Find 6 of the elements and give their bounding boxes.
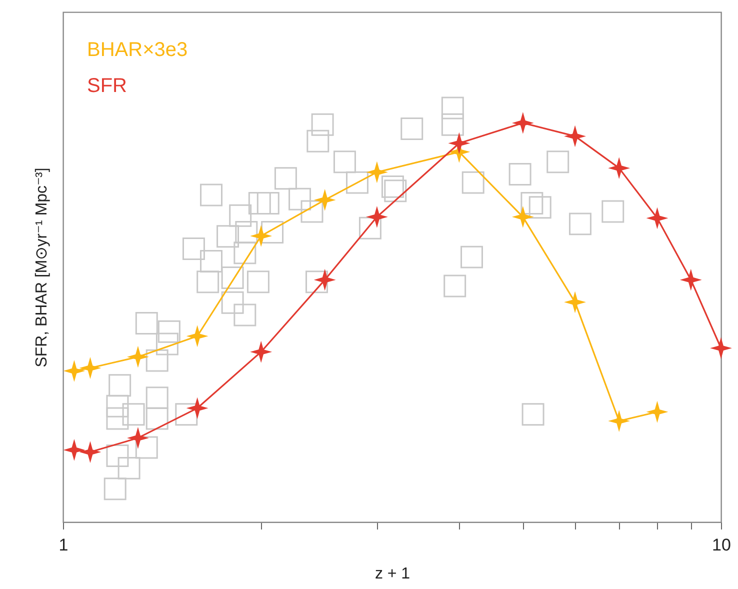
x-tick-label: 10 bbox=[712, 536, 731, 554]
text: SFR bbox=[87, 75, 127, 97]
x-tick-label: 1 bbox=[58, 536, 68, 554]
text: BHAR×3e3 bbox=[87, 39, 188, 61]
y-axis-title: SFR, BHAR [M⊙yr⁻¹ Mpc⁻³] bbox=[34, 168, 50, 368]
x-axis-title: z + 1 bbox=[374, 566, 410, 582]
